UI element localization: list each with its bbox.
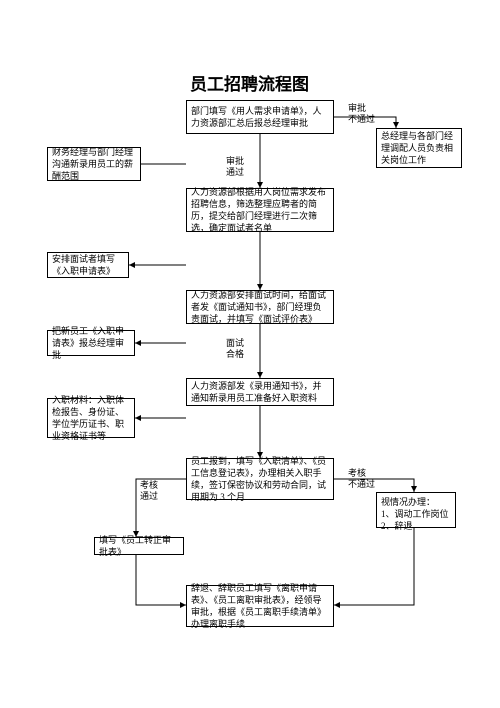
- edge-11: [136, 555, 186, 605]
- edge-label-l2: 审批通过: [226, 156, 244, 178]
- flow-node-n1: 部门填写《用人需求申请单》，人力资源部汇总后报总经理审批: [186, 100, 334, 134]
- flow-node-n9: 入职材料：入职体检报告、身份证、学位学历证书、职业资格证书等: [47, 398, 135, 438]
- edge-label-l1: 审批不通过: [348, 103, 375, 125]
- flowchart-canvas: 员工招聘流程图 部门填写《用人需求申请单》，人力资源部汇总后报总经理审批总经理与…: [0, 0, 500, 708]
- flow-node-n13: 辞退、辞职员工填写《离职申请表》、《员工离职审批表》，经领导审批，根据《员工离职…: [186, 585, 334, 627]
- edge-label-l4: 考核通过: [140, 480, 158, 502]
- flow-node-n11: 视情况办理：1、调动工作岗位2、辞退: [376, 492, 456, 528]
- flow-node-n4: 人力资源部根据用人岗位需求发布招聘信息，筛选整理应聘者的简历，提交给部门经理进行…: [186, 188, 334, 232]
- flow-node-n7: 把新员工《入职申请表》报总经理审批: [47, 330, 135, 356]
- edge-12: [334, 528, 414, 605]
- flow-node-n3: 财务经理与部门经理沟通新录用员工的薪酬范围: [47, 147, 141, 181]
- flow-node-n10: 员工报到，填写《入职清单》、《员工信息登记表》，办理相关入职手续，签订保密协议和…: [186, 458, 334, 500]
- flow-node-n8: 人力资源部发《录用通知书》，并通知新录用员工准备好入职资料: [186, 378, 334, 406]
- flow-node-n6: 人力资源部安排面试时间，给面试者发《面试通知书》，部门经理负责面试，并填写《面试…: [186, 290, 334, 324]
- flow-node-n12: 填写《员工转正审批表》: [94, 537, 184, 555]
- edge-label-l3: 面试合格: [226, 338, 244, 360]
- flow-node-n5: 安排面试者填写《入职申请表》: [47, 252, 129, 278]
- edge-label-l5: 考核不通过: [348, 468, 375, 490]
- flowchart-title: 员工招聘流程图: [190, 70, 309, 95]
- flow-node-n2: 总经理与各部门经理调配人员负责相关岗位工作: [376, 128, 462, 168]
